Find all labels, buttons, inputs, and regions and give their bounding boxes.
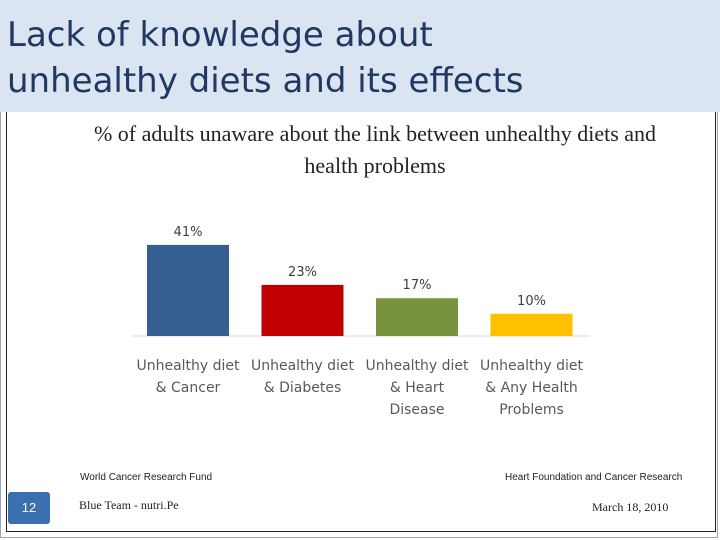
footer-date: March 18, 2010 [592, 500, 669, 514]
bar-1 [147, 244, 229, 336]
data-label-2: 23% [288, 265, 317, 280]
category-label-3: Unhealthy diet & Heart Disease [365, 358, 469, 418]
slide-title: Lack of knowledge about unhealthy diets … [7, 12, 524, 104]
data-label-3: 17% [403, 278, 432, 293]
chart-title: % of adults unaware about the link betwe… [93, 121, 657, 178]
category-label-2: Unhealthy diet & Diabetes [251, 358, 355, 396]
bar-3 [376, 298, 458, 336]
footer-team: Blue Team - nutri.Pe [79, 498, 179, 512]
slide-number: 12 [8, 492, 50, 524]
data-label-1: 41% [174, 225, 203, 240]
category-label-1: Unhealthy diet & Cancer [136, 358, 240, 396]
bar-4 [490, 313, 573, 336]
slide-title-line-2: unhealthy diets and its effects [7, 61, 524, 101]
title-band: Lack of knowledge about unhealthy diets … [0, 0, 720, 112]
data-label-4: 10% [517, 294, 546, 309]
bar-2 [261, 284, 344, 336]
slide-title-line-1: Lack of knowledge about [7, 15, 433, 55]
content-box [6, 112, 716, 532]
source-right: Heart Foundation and Cancer Research [505, 472, 683, 483]
source-left: World Cancer Research Fund [80, 472, 213, 483]
category-label-4: Unhealthy diet & Any Health Problems [480, 358, 584, 418]
